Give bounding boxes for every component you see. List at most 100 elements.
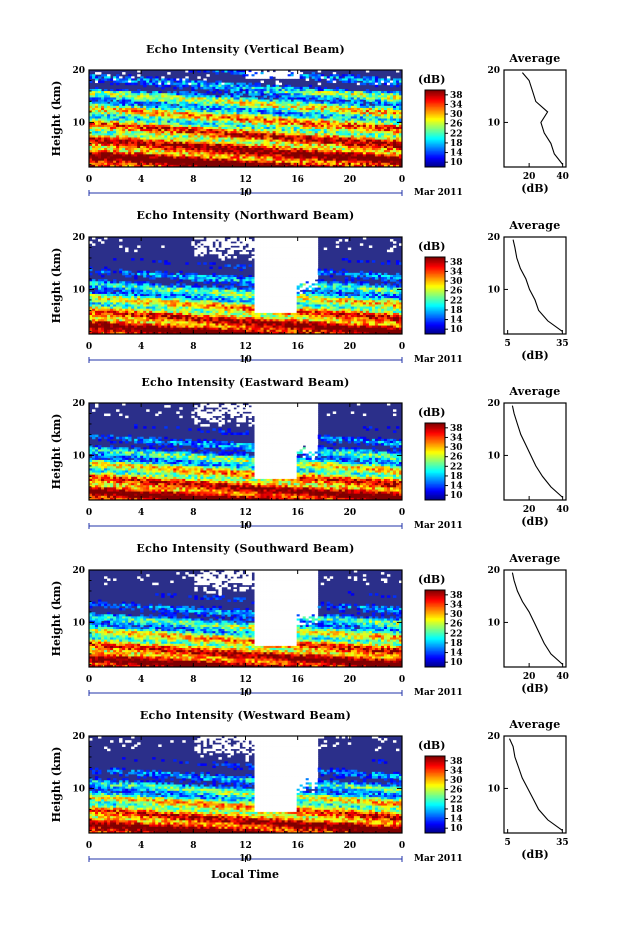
heatmap-cell (161, 164, 165, 167)
heatmap-cell (302, 156, 307, 159)
heatmap-cell (224, 145, 228, 149)
heatmap-cell (254, 116, 258, 119)
heatmap-cell (128, 105, 132, 109)
heatmap-cell (284, 139, 289, 143)
heatmap-cell (203, 135, 207, 138)
heatmap-cell (278, 164, 283, 167)
heatmap-cell (134, 91, 138, 94)
heatmap-cell (329, 137, 334, 140)
heatmap-cell (164, 148, 168, 151)
heatmap-cell (236, 70, 240, 73)
heatmap-cell (365, 97, 370, 100)
heatmap-cell-masked (212, 247, 216, 251)
heatmap-cell (224, 99, 228, 103)
heatmap-cell (272, 156, 276, 159)
heatmap-cell (122, 107, 126, 111)
heatmap-cell (251, 129, 255, 132)
heatmap-cell (308, 150, 313, 153)
heatmap-cell (266, 84, 270, 88)
heatmap-cell (368, 148, 373, 151)
heatmap-cell (167, 137, 171, 140)
heatmap-cell (227, 70, 231, 73)
heatmap-cell (176, 158, 180, 162)
heatmap-cell (215, 107, 219, 111)
heatmap-cell (215, 116, 219, 119)
heatmap-cell (350, 141, 355, 145)
heatmap-cell (278, 137, 283, 140)
heatmap-cell (266, 110, 270, 113)
average-title: Average (508, 52, 560, 65)
heatmap-cell (248, 264, 252, 267)
heatmap-cell (206, 70, 210, 73)
heatmap-cell (164, 135, 168, 138)
heatmap-cell (179, 97, 183, 100)
heatmap-cell (182, 124, 186, 128)
heatmap-cell (164, 126, 168, 130)
heatmap-cell (146, 99, 150, 103)
heatmap-cell (161, 112, 165, 115)
heatmap-cell (101, 135, 105, 138)
heatmap-cell (251, 107, 255, 111)
heatmap-cell (179, 150, 183, 153)
heatmap-cell (332, 145, 337, 149)
heatmap-cell (233, 88, 237, 92)
heatmap-cell (350, 118, 355, 122)
heatmap-cell (263, 120, 267, 124)
heatmap-cell (248, 114, 252, 117)
heatmap-cell (230, 82, 234, 86)
heatmap-cell (194, 148, 198, 151)
heatmap-cell (131, 126, 135, 130)
heatmap-cell (131, 164, 135, 167)
heatmap-cell (317, 272, 322, 276)
heatmap-cell (113, 131, 117, 134)
heatmap-cell (359, 129, 364, 132)
heatmap-cell (326, 164, 331, 167)
heatmap-cell (224, 131, 228, 134)
heatmap-cell (143, 116, 147, 119)
heatmap-cell (149, 160, 153, 164)
heatmap-cell (137, 131, 141, 134)
heatmap-cell (335, 76, 340, 79)
heatmap-cell (215, 143, 219, 147)
heatmap-cell-masked (290, 76, 295, 79)
heatmap-cell (221, 97, 225, 100)
heatmap-cell (233, 133, 237, 136)
heatmap-cell (380, 162, 385, 166)
heatmap-cell (215, 88, 219, 92)
heatmap-cell (143, 114, 147, 117)
heatmap-cell (110, 105, 114, 109)
heatmap-cell (161, 145, 165, 149)
heatmap-cell (95, 95, 99, 98)
heatmap-cell (137, 112, 141, 115)
heatmap-cell-masked (386, 82, 391, 86)
heatmap-cell (185, 118, 189, 122)
heatmap-cell (119, 91, 123, 94)
heatmap-cell-masked (308, 268, 313, 272)
heatmap-cell (167, 91, 171, 94)
heatmap-cell (374, 135, 379, 138)
heatmap-cell (95, 122, 99, 126)
heatmap-cell (176, 154, 180, 157)
heatmap-cell (371, 131, 376, 134)
heatmap-cell (314, 91, 319, 94)
heatmap-cell-masked (275, 255, 280, 259)
heatmap-cell (320, 162, 325, 166)
heatmap-cell (302, 126, 307, 130)
heatmap-cell (314, 131, 319, 134)
heatmap-cell (374, 156, 379, 159)
heatmap-cell (296, 118, 301, 122)
heatmap-cell (335, 150, 340, 153)
heatmap-cell (110, 88, 114, 92)
heatmap-cell-masked (104, 237, 108, 240)
heatmap-cell (203, 95, 207, 98)
heatmap-cell (128, 112, 132, 115)
heatmap-cell (242, 156, 246, 159)
heatmap-cell (188, 135, 192, 138)
heatmap-cell (188, 95, 192, 98)
heatmap-cell (185, 272, 189, 276)
heatmap-cell (284, 101, 289, 105)
heatmap-cell (359, 150, 364, 153)
heatmap-cell-masked (302, 270, 307, 274)
heatmap-cell-masked (167, 72, 171, 75)
heatmap-cell-masked (299, 243, 304, 246)
